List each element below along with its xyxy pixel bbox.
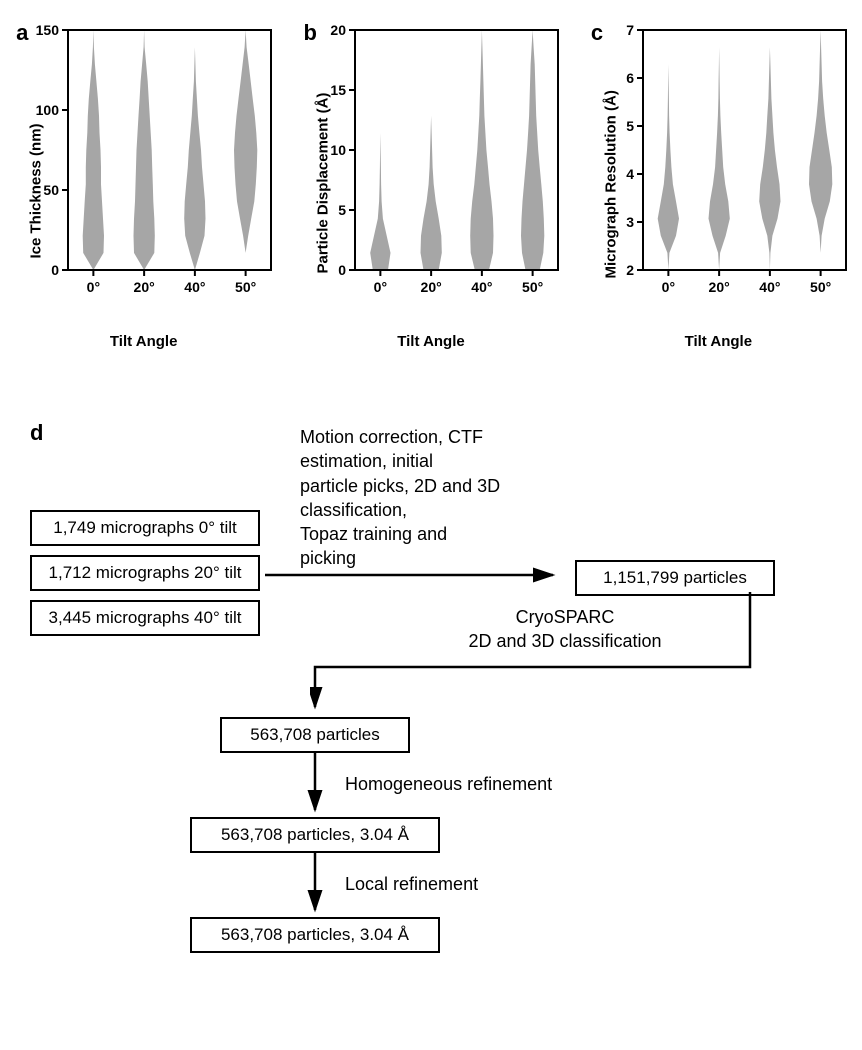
- svg-text:5: 5: [339, 202, 347, 218]
- panel-d-label: d: [30, 420, 43, 446]
- chart-b: b 051015200°20°40°50° Particle Displacem…: [293, 10, 568, 350]
- svg-text:50°: 50°: [523, 279, 544, 295]
- chart-b-xlabel: Tilt Angle: [293, 333, 568, 350]
- charts-row: a 0501001500°20°40°50° Ice Thickness (nm…: [0, 10, 862, 360]
- svg-text:20°: 20°: [421, 279, 442, 295]
- figure-container: a 0501001500°20°40°50° Ice Thickness (nm…: [0, 0, 862, 1050]
- chart-c-xlabel: Tilt Angle: [581, 333, 856, 350]
- input-box-0: 1,749 micrographs 0° tilt: [30, 510, 260, 546]
- chart-a-ylabel: Ice Thickness (nm): [28, 79, 45, 259]
- chart-a-svg: 0501001500°20°40°50°: [6, 10, 281, 320]
- svg-text:20°: 20°: [708, 279, 729, 295]
- svg-text:10: 10: [331, 142, 347, 158]
- particles3-box: 563,708 particles, 3.04 Å: [190, 817, 440, 853]
- svg-text:50°: 50°: [810, 279, 831, 295]
- chart-a-xlabel: Tilt Angle: [6, 333, 281, 350]
- svg-text:6: 6: [626, 70, 634, 86]
- svg-text:15: 15: [331, 82, 347, 98]
- svg-text:20: 20: [331, 22, 347, 38]
- svg-text:40°: 40°: [184, 279, 205, 295]
- particles1-box: 1,151,799 particles: [575, 560, 775, 596]
- chart-b-ylabel: Particle Displacement (Å): [315, 64, 332, 274]
- svg-text:0°: 0°: [374, 279, 387, 295]
- svg-text:50: 50: [44, 182, 60, 198]
- svg-text:0: 0: [51, 262, 59, 278]
- flowchart: d 1,749 micrographs 0° tilt 1,712 microg…: [0, 420, 862, 1040]
- step3-text: Homogeneous refinement: [345, 772, 552, 796]
- svg-text:40°: 40°: [472, 279, 493, 295]
- svg-text:0°: 0°: [87, 279, 100, 295]
- svg-text:4: 4: [626, 166, 634, 182]
- chart-c-svg: 2 3 4 5 6 7 0° 20° 40° 50°: [581, 10, 856, 320]
- svg-text:3: 3: [626, 214, 634, 230]
- arrow-4: [305, 852, 325, 922]
- step1-text: Motion correction, CTF estimation, initi…: [300, 425, 560, 571]
- chart-c: c 2345670°20°40°50° Micrograph Resolutio…: [581, 10, 856, 350]
- svg-text:2: 2: [626, 262, 634, 278]
- input-box-1: 1,712 micrographs 20° tilt: [30, 555, 260, 591]
- arrow-1: [265, 565, 565, 585]
- chart-c-ylabel: Micrograph Resolution (Å): [602, 59, 619, 279]
- arrow-3: [305, 752, 325, 822]
- particles2-box: 563,708 particles: [220, 717, 410, 753]
- svg-text:50°: 50°: [235, 279, 256, 295]
- svg-text:40°: 40°: [759, 279, 780, 295]
- svg-text:0: 0: [339, 262, 347, 278]
- particles4-box: 563,708 particles, 3.04 Å: [190, 917, 440, 953]
- svg-text:7: 7: [626, 22, 634, 38]
- input-box-2: 3,445 micrographs 40° tilt: [30, 600, 260, 636]
- svg-text:0°: 0°: [661, 279, 674, 295]
- chart-b-svg: 0 5 10 15 20 0° 20° 40° 50°: [293, 10, 568, 320]
- svg-text:5: 5: [626, 118, 634, 134]
- step4-text: Local refinement: [345, 872, 478, 896]
- svg-text:20°: 20°: [134, 279, 155, 295]
- svg-text:150: 150: [36, 22, 60, 38]
- arrow-2: [310, 592, 770, 717]
- chart-a: a 0501001500°20°40°50° Ice Thickness (nm…: [6, 10, 281, 350]
